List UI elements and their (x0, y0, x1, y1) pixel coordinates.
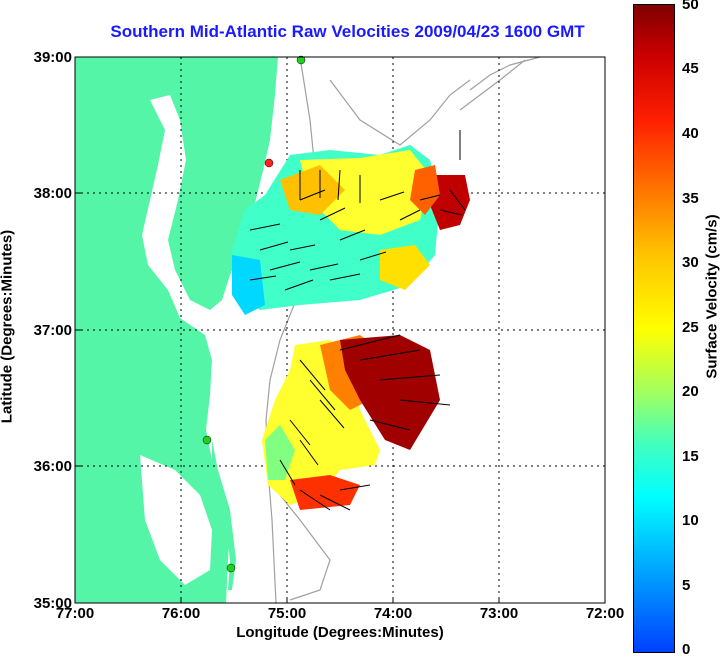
y-tick-label: 39:00 (33, 49, 72, 66)
colorbar-tick: 20 (682, 383, 699, 400)
map-title: Southern Mid-Atlantic Raw Velocities 200… (110, 22, 585, 41)
chesapeake-bay (142, 95, 190, 318)
colorbar-tick: 50 (682, 0, 699, 13)
colorbar-tick: 40 (682, 125, 699, 142)
x-tick-label: 75:00 (267, 605, 307, 622)
x-tick-label: 72:00 (585, 605, 625, 622)
colorbar-tick: 30 (682, 254, 699, 271)
colorbar-tick: 35 (682, 190, 699, 207)
colorbar (633, 4, 675, 653)
y-tick-label: 35:00 (33, 595, 72, 612)
y-axis-label: Latitude (Degrees:Minutes) (0, 229, 16, 424)
station-marker (226, 563, 236, 573)
colorbar-label: Surface Velocity (cm/s) (703, 214, 721, 379)
pamlico-sound (140, 455, 212, 585)
colorbar-tick: 25 (682, 319, 699, 336)
colorbar-tick: 15 (682, 448, 699, 465)
station-marker (264, 158, 274, 168)
x-tick-label: 73:00 (479, 605, 519, 622)
station-marker (202, 435, 212, 445)
outer-banks (212, 440, 236, 590)
axis-ticks (74, 56, 606, 604)
station-marker (296, 55, 306, 65)
colorbar-tick: 0 (682, 641, 691, 658)
velocity-arrows (249, 130, 466, 511)
colorbar-tick: 10 (682, 512, 699, 529)
x-axis-label: Longitude (Degrees:Minutes) (236, 624, 444, 641)
colorbar-tick: 45 (682, 60, 699, 77)
velocity-field-south (262, 335, 440, 510)
y-tick-label: 38:00 (33, 185, 72, 202)
y-tick-label: 37:00 (33, 322, 72, 339)
land-mainland (75, 57, 278, 603)
x-tick-label: 74:00 (373, 605, 413, 622)
x-tick-label: 77:00 (55, 605, 95, 622)
x-tick-label: 76:00 (161, 605, 201, 622)
colorbar-tick: 5 (682, 577, 691, 594)
y-tick-label: 36:00 (33, 458, 72, 475)
